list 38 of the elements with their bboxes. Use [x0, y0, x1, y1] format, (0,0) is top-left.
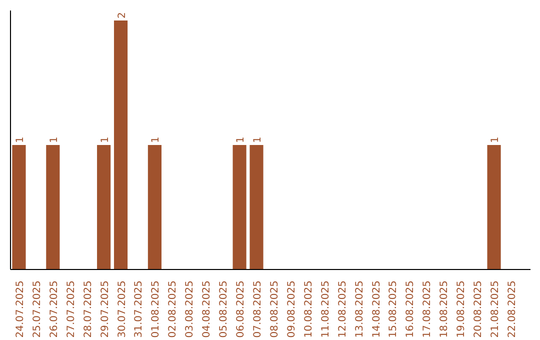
data-label: 1 [252, 136, 264, 143]
x-tick-label: 11.08.2025 [320, 280, 332, 338]
x-tick-label: 13.08.2025 [354, 280, 366, 338]
x-tick-label: 10.08.2025 [303, 280, 314, 338]
x-tick-label: 21.08.2025 [490, 280, 502, 338]
x-tick-label: 31.07.2025 [134, 280, 145, 338]
x-tick-label: 22.08.2025 [506, 280, 518, 338]
data-label: 1 [490, 136, 502, 143]
x-tick-label: 06.08.2025 [236, 280, 247, 338]
x-tick-label: 09.08.2025 [286, 280, 298, 338]
x-tick-label: 25.07.2025 [32, 280, 43, 338]
x-tick-label: 14.08.2025 [371, 280, 382, 338]
x-tick-label: 27.07.2025 [66, 280, 77, 338]
x-tick-label: 18.08.2025 [439, 280, 450, 338]
x-tick-label: 04.08.2025 [202, 280, 213, 338]
x-tick-label: 15.08.2025 [388, 280, 400, 338]
x-tick-label: 26.07.2025 [48, 280, 60, 338]
x-tick-label: 01.08.2025 [150, 280, 162, 338]
data-label: 2 [116, 12, 128, 18]
x-tick-label: 17.08.2025 [422, 280, 434, 338]
data-label: 1 [14, 136, 26, 143]
x-tick-label: 07.08.2025 [252, 280, 264, 338]
x-tick-label: 05.08.2025 [218, 280, 230, 338]
data-label: 1 [150, 136, 162, 143]
x-tick-label: 28.07.2025 [82, 280, 94, 338]
x-tick-label: 08.08.2025 [269, 280, 280, 338]
x-tick-label: 19.08.2025 [456, 280, 468, 338]
x-tick-label: 16.08.2025 [405, 280, 416, 338]
x-tick-label: 02.08.2025 [168, 280, 179, 338]
x-tick-label: 24.07.2025 [14, 280, 26, 338]
x-tick-label: 03.08.2025 [184, 280, 196, 338]
data-label: 1 [236, 136, 247, 143]
data-label: 1 [48, 136, 60, 143]
x-tick-label: 29.07.2025 [100, 280, 111, 338]
x-tick-label: 30.07.2025 [116, 280, 128, 338]
x-tick-label: 12.08.2025 [337, 280, 348, 338]
data-label: 1 [100, 136, 111, 143]
x-tick-label: 20.08.2025 [473, 280, 484, 338]
